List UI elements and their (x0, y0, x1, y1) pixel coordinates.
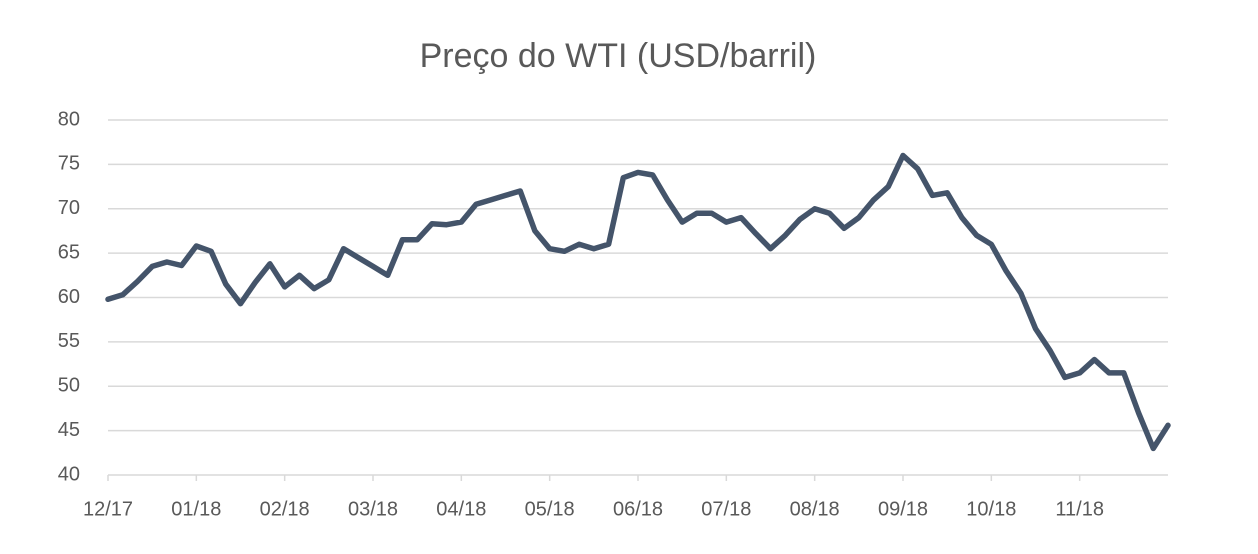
y-tick-label: 75 (58, 153, 80, 175)
y-tick-label: 70 (58, 197, 80, 219)
x-tick-label: 04/18 (436, 498, 486, 520)
x-tick-label: 02/18 (260, 498, 310, 520)
x-tick-label: 12/17 (83, 498, 133, 520)
y-tick-label: 60 (58, 286, 80, 308)
x-tick-label: 03/18 (348, 498, 398, 520)
x-tick-label: 07/18 (701, 498, 751, 520)
y-tick-label: 45 (58, 419, 80, 441)
x-tick-label: 11/18 (1055, 498, 1104, 520)
y-tick-label: 50 (58, 375, 80, 397)
x-tick-label: 01/18 (171, 498, 221, 520)
x-tick-label: 08/18 (790, 498, 840, 520)
y-tick-label: 55 (58, 330, 80, 352)
y-tick-label: 65 (58, 241, 80, 263)
x-tick-label: 09/18 (878, 498, 928, 520)
x-tick-label: 10/18 (966, 498, 1016, 520)
y-tick-label: 40 (58, 463, 80, 485)
y-tick-label: 80 (58, 108, 80, 130)
x-tick-label: 05/18 (525, 498, 575, 520)
price-line (105, 152, 1171, 452)
chart-title: Preço do WTI (USD/barril) (420, 37, 817, 75)
x-tick-label: 06/18 (613, 498, 663, 520)
